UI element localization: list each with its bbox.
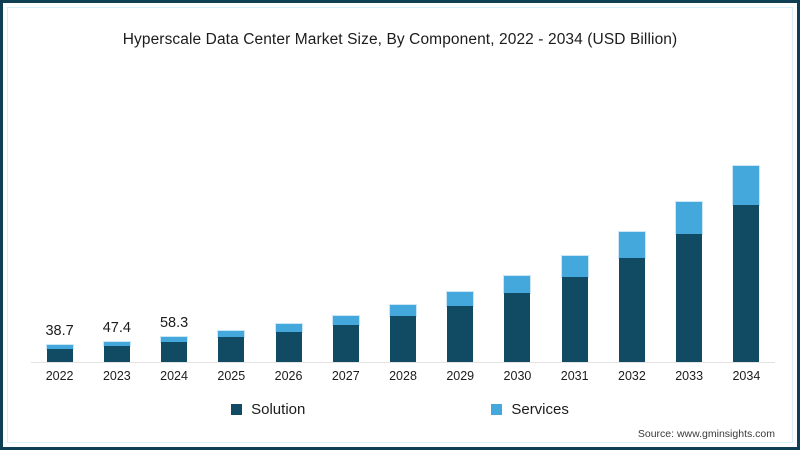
bar-segment-solution-2029[interactable] — [447, 305, 474, 362]
x-tick-2028: 2028 — [389, 369, 417, 383]
bar-segment-services-2034[interactable] — [733, 165, 760, 205]
bar-segment-solution-2033[interactable] — [676, 234, 703, 362]
x-tick-2034: 2034 — [732, 369, 761, 383]
bar-segment-solution-2028[interactable] — [390, 316, 416, 362]
bar-segment-services-2024[interactable] — [161, 336, 188, 342]
bar-segment-solution-2023[interactable] — [103, 345, 130, 362]
x-tick-2026: 2026 — [274, 369, 303, 383]
x-tick-2030: 2030 — [503, 369, 532, 383]
bar-segment-services-2023[interactable] — [103, 341, 130, 346]
bar-2029[interactable] — [447, 291, 474, 362]
x-tick-2027: 2027 — [331, 369, 360, 383]
bar-value-label-2024: 58.3 — [159, 314, 189, 331]
bar-segment-services-2033[interactable] — [676, 202, 703, 235]
bar-segment-services-2031[interactable] — [561, 256, 588, 278]
legend-label-solution: Solution — [251, 401, 306, 418]
chart-legend: Solution Services — [3, 401, 797, 418]
x-tick-2023: 2023 — [102, 369, 131, 383]
x-tick-2031: 2031 — [560, 369, 589, 383]
bar-2022[interactable] — [46, 345, 73, 362]
bar-value-label-2022: 38.7 — [45, 323, 74, 340]
bar-segment-services-2022[interactable] — [46, 345, 73, 349]
bar-segment-services-2032[interactable] — [618, 231, 645, 259]
bar-segment-services-2029[interactable] — [447, 291, 474, 306]
x-axis-baseline — [31, 362, 775, 363]
source-attribution: Source: www.gminsights.com — [637, 428, 775, 440]
bar-2031[interactable] — [561, 256, 588, 362]
legend-label-services: Services — [511, 401, 569, 418]
x-tick-2024: 2024 — [160, 369, 188, 383]
bar-segment-services-2025[interactable] — [218, 331, 245, 338]
legend-swatch-solution — [231, 404, 243, 415]
bar-segment-services-2028[interactable] — [390, 304, 416, 317]
bar-segment-solution-2032[interactable] — [618, 258, 645, 362]
bar-segment-solution-2025[interactable] — [218, 337, 245, 362]
legend-item-services[interactable]: Services — [491, 401, 569, 418]
bar-2027[interactable] — [332, 315, 359, 362]
bar-segment-services-2027[interactable] — [332, 315, 359, 325]
plot-area: 38.7 47.4 58.3 — [31, 73, 775, 363]
x-tick-2029: 2029 — [446, 369, 475, 383]
bar-2033[interactable] — [676, 202, 703, 362]
bar-2032[interactable] — [618, 231, 645, 362]
bar-segment-solution-2027[interactable] — [332, 324, 359, 362]
bar-2023[interactable] — [103, 341, 130, 362]
bar-2034[interactable] — [733, 165, 760, 362]
bar-2024[interactable] — [161, 336, 188, 362]
bar-value-label-2023: 47.4 — [102, 319, 131, 336]
x-tick-2025: 2025 — [217, 369, 246, 383]
bar-segment-solution-2030[interactable] — [504, 293, 531, 362]
x-tick-2022: 2022 — [45, 369, 74, 383]
x-tick-2033: 2033 — [675, 369, 704, 383]
bar-segment-solution-2024[interactable] — [161, 341, 188, 362]
bar-segment-services-2030[interactable] — [504, 275, 531, 294]
bar-2025[interactable] — [218, 331, 245, 362]
legend-item-solution[interactable]: Solution — [231, 401, 305, 418]
bar-segment-solution-2022[interactable] — [46, 348, 73, 362]
bar-segment-solution-2034[interactable] — [733, 204, 760, 362]
bar-segment-services-2026[interactable] — [275, 324, 302, 332]
bar-2028[interactable] — [390, 304, 416, 362]
bar-segment-solution-2026[interactable] — [275, 331, 302, 362]
bar-segment-solution-2031[interactable] — [561, 277, 588, 362]
legend-swatch-services — [491, 404, 503, 415]
x-tick-2032: 2032 — [618, 369, 646, 383]
bar-2030[interactable] — [504, 275, 531, 362]
bar-2026[interactable] — [275, 324, 302, 362]
chart-title: Hyperscale Data Center Market Size, By C… — [122, 31, 678, 48]
